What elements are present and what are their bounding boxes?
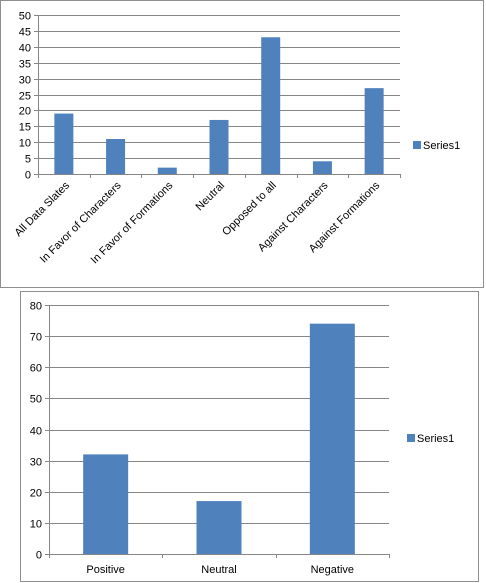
bar [309,323,355,554]
legend-swatch [413,141,421,149]
y-tick-label: 40 [19,43,31,55]
y-tick-label: 50 [19,11,31,23]
bar [106,139,126,174]
y-tick-label: 10 [30,519,42,531]
legend-label: Series1 [423,140,460,152]
y-tick-label: 20 [19,106,31,118]
y-tick-label: 60 [30,363,42,375]
y-tick-label: 25 [19,91,31,103]
bar [261,37,281,175]
y-tick-label: 30 [30,457,42,469]
y-tick-label: 40 [30,426,42,438]
legend-label: Series1 [417,433,454,445]
y-tick-label: 5 [25,154,31,166]
bar [83,454,129,554]
bar [196,501,242,554]
y-tick-label: 50 [30,394,42,406]
bar [312,161,332,174]
y-tick-label: 15 [19,122,31,134]
bar [364,88,384,174]
y-tick-label: 20 [30,488,42,500]
legend-swatch [407,434,415,442]
y-tick-label: 45 [19,27,31,39]
bar [157,167,177,174]
y-tick-label: 70 [30,332,42,344]
y-tick-label: 35 [19,59,31,71]
x-tick-label: Neutral [201,564,236,576]
x-tick-label: Positive [86,564,125,576]
y-tick-label: 0 [36,550,42,562]
y-tick-label: 80 [30,301,42,313]
bar [209,119,229,174]
x-tick-label: Negative [311,564,354,576]
y-tick-label: 10 [19,138,31,150]
bar [54,113,74,174]
y-tick-label: 30 [19,75,31,87]
y-tick-label: 0 [25,170,31,182]
